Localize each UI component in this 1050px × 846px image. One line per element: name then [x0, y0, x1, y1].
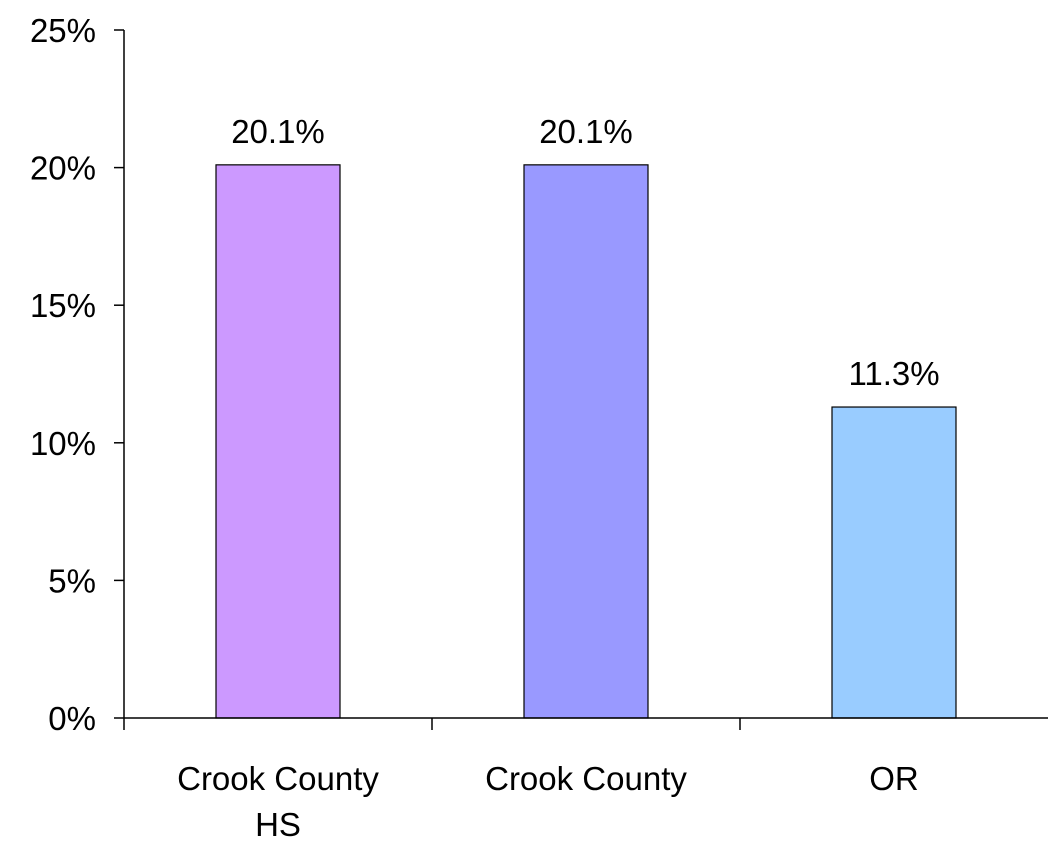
- x-category-label: OR: [869, 760, 919, 797]
- y-tick-label: 20%: [30, 150, 96, 187]
- x-ticks-group: [123, 718, 741, 730]
- x-category-label: Crook County HS: [177, 760, 379, 843]
- y-tick-label: 10%: [30, 425, 96, 462]
- y-tick-label: 15%: [30, 287, 96, 324]
- y-tick-label: 5%: [48, 562, 96, 599]
- y-ticks-group: 0% 5% 10% 15% 20% 25%: [30, 12, 124, 737]
- x-category-label: Crook County: [485, 760, 687, 797]
- bar-value-label: 20.1%: [539, 113, 633, 150]
- x-category-label-line: HS: [255, 806, 301, 843]
- x-category-label-line: OR: [869, 760, 919, 797]
- bar: [831, 406, 957, 719]
- bar: [523, 164, 649, 719]
- x-category-label-line: Crook County: [177, 760, 379, 797]
- data-labels-group: 20.1% 20.1% 11.3%: [231, 113, 939, 392]
- y-tick-label: 0%: [48, 700, 96, 737]
- bar-value-label: 20.1%: [231, 113, 325, 150]
- bar-value-label: 11.3%: [848, 355, 939, 392]
- bars-group: [215, 164, 957, 719]
- x-category-label-line: Crook County: [485, 760, 687, 797]
- y-tick-label: 25%: [30, 12, 96, 49]
- bar: [215, 164, 341, 719]
- axes-group: [123, 30, 1048, 719]
- category-labels-group: Crook County HS Crook County OR: [177, 760, 919, 843]
